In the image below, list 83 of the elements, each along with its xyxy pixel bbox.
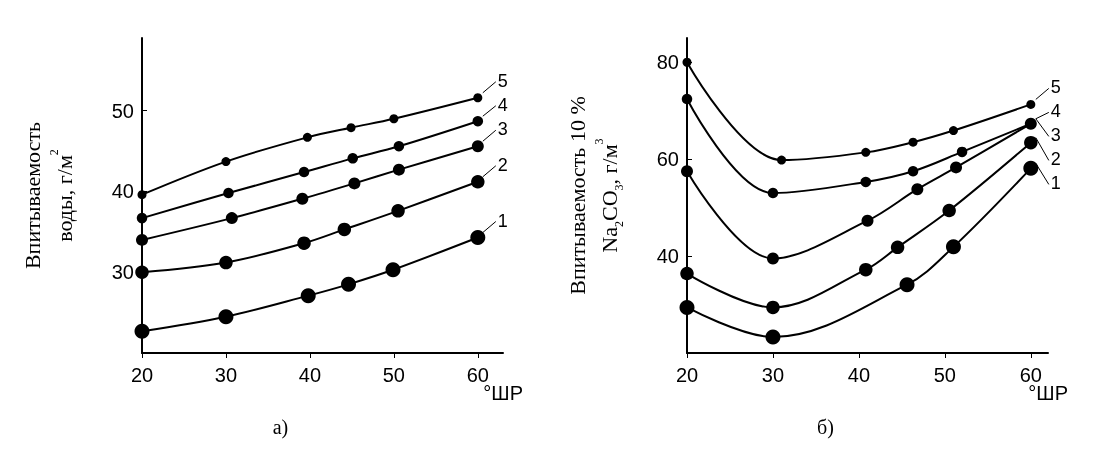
y-tick-label: 30 — [111, 261, 134, 284]
point — [1023, 160, 1039, 176]
legend-label: 2 — [1050, 149, 1061, 170]
point — [134, 323, 150, 339]
point — [950, 161, 963, 174]
point — [766, 300, 780, 315]
text: б) — [817, 416, 834, 439]
y-tick-label: 40 — [656, 245, 679, 268]
legend-label: 1 — [1050, 173, 1061, 194]
legend-label: 3 — [1050, 125, 1061, 146]
point — [225, 212, 238, 225]
y-tick-label: 40 — [111, 180, 134, 203]
point — [221, 157, 231, 167]
point — [767, 187, 779, 199]
point — [1026, 99, 1036, 109]
legend-label: 2 — [497, 154, 508, 175]
point — [907, 166, 919, 177]
point — [942, 203, 956, 218]
y-tick-label: 80 — [656, 51, 679, 74]
x-tick-label: 20 — [675, 364, 699, 386]
point — [302, 132, 312, 142]
point — [765, 329, 781, 345]
point — [346, 123, 356, 133]
point — [682, 57, 692, 67]
point — [136, 233, 148, 246]
point — [908, 137, 918, 147]
legend-label: 3 — [497, 119, 508, 140]
point — [393, 140, 405, 152]
point — [219, 255, 233, 270]
legend-label: 4 — [1050, 101, 1061, 122]
point — [223, 187, 234, 199]
point — [472, 115, 484, 127]
point — [347, 153, 358, 164]
point — [135, 265, 149, 279]
legend-label: 5 — [497, 70, 508, 91]
point — [341, 276, 357, 292]
point — [911, 183, 924, 196]
x-tick-label: 40 — [298, 364, 322, 386]
x-tick-label: 30 — [214, 364, 238, 386]
point — [890, 240, 905, 255]
point — [136, 212, 148, 224]
point — [860, 176, 872, 188]
point — [859, 262, 873, 277]
point — [1024, 135, 1038, 150]
point — [392, 163, 405, 176]
point — [218, 309, 234, 325]
point — [298, 166, 310, 178]
point — [766, 252, 779, 265]
point — [297, 236, 311, 250]
point — [899, 277, 915, 293]
point — [471, 175, 485, 189]
point — [956, 146, 968, 158]
point — [300, 288, 316, 304]
point — [391, 204, 405, 218]
point — [385, 262, 401, 278]
legend-label: 5 — [1050, 77, 1061, 98]
x-tick-label: 20 — [130, 364, 154, 386]
point — [337, 222, 352, 237]
x-tick-label: 50 — [933, 364, 956, 386]
point — [680, 266, 694, 281]
point — [137, 190, 147, 200]
point — [681, 165, 693, 178]
x-tick-label: 40 — [847, 364, 871, 386]
point — [389, 114, 399, 124]
text: а) — [272, 416, 289, 439]
point — [470, 230, 486, 245]
point — [861, 214, 874, 227]
point — [679, 299, 695, 315]
point — [681, 93, 693, 105]
legend-label: 1 — [497, 210, 508, 231]
point — [777, 155, 787, 165]
point — [471, 140, 484, 153]
point — [296, 192, 309, 205]
x-tick-label: 30 — [761, 364, 785, 386]
point — [473, 93, 483, 103]
point — [348, 177, 361, 190]
x-tick-label: 50 — [382, 364, 405, 386]
y-tick-label: 60 — [656, 148, 679, 171]
y-tick-label: 50 — [111, 99, 134, 122]
legend-label: 4 — [497, 94, 508, 115]
point — [945, 239, 961, 255]
point — [861, 147, 871, 157]
point — [948, 126, 958, 136]
